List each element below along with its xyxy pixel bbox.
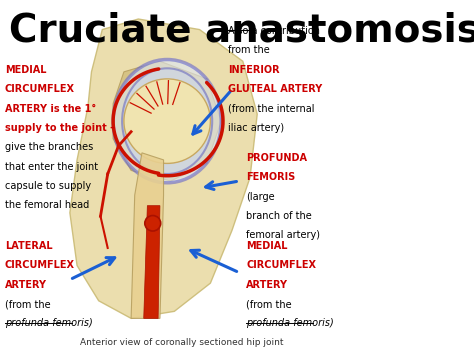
Ellipse shape	[122, 68, 212, 174]
Text: ARTERY: ARTERY	[5, 280, 47, 290]
Text: (large: (large	[246, 192, 275, 202]
Text: Cruciate anastomosis: Cruciate anastomosis	[9, 12, 474, 50]
Text: CIRCUMFLEX: CIRCUMFLEX	[5, 84, 75, 94]
Text: that enter the joint: that enter the joint	[5, 162, 98, 172]
Text: branch of the: branch of the	[246, 211, 312, 221]
Text: iliac artery): iliac artery)	[228, 123, 284, 133]
Text: LATERAL: LATERAL	[5, 241, 53, 251]
Ellipse shape	[113, 60, 221, 183]
Text: the femoral head: the femoral head	[5, 200, 89, 211]
Text: CIRCUMFLEX: CIRCUMFLEX	[5, 260, 75, 270]
Text: (from the internal: (from the internal	[228, 104, 315, 114]
Text: (from the: (from the	[246, 299, 292, 309]
Text: profunda femoris): profunda femoris)	[5, 318, 93, 328]
Text: (from the: (from the	[5, 299, 51, 309]
Text: profunda femoris): profunda femoris)	[246, 318, 334, 328]
Text: ARTERY: ARTERY	[246, 280, 288, 290]
Text: Anterior view of coronally sectioned hip joint: Anterior view of coronally sectioned hip…	[80, 338, 283, 346]
Text: PROFUNDA: PROFUNDA	[246, 153, 308, 163]
Text: supply to the joint –: supply to the joint –	[5, 123, 115, 133]
Text: FEMORIS: FEMORIS	[246, 172, 296, 182]
Circle shape	[145, 215, 161, 231]
Text: Also a contribution: Also a contribution	[228, 26, 320, 36]
Circle shape	[124, 79, 210, 163]
Polygon shape	[131, 153, 164, 318]
Polygon shape	[113, 61, 221, 181]
Text: give the branches: give the branches	[5, 142, 93, 152]
Polygon shape	[144, 206, 160, 318]
Text: CIRCUMFLEX: CIRCUMFLEX	[246, 260, 317, 270]
Text: GLUTEAL ARTERY: GLUTEAL ARTERY	[228, 84, 323, 94]
Text: MEDIAL: MEDIAL	[5, 65, 46, 75]
Text: INFERIOR: INFERIOR	[228, 65, 280, 75]
Text: ARTERY is the 1°: ARTERY is the 1°	[5, 104, 96, 114]
Polygon shape	[70, 19, 257, 318]
Text: from the: from the	[228, 45, 273, 55]
Text: capsule to supply: capsule to supply	[5, 181, 91, 191]
Text: MEDIAL: MEDIAL	[246, 241, 288, 251]
Text: femoral artery): femoral artery)	[246, 230, 320, 240]
